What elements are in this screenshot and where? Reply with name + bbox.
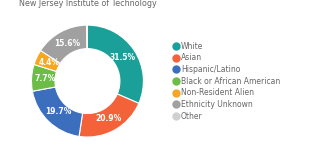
Text: 4.4%: 4.4% [38, 59, 59, 67]
Wedge shape [32, 87, 83, 136]
Text: 15.6%: 15.6% [54, 39, 80, 48]
Title: Ethnic Diversity of Undergraduate Students at
New Jersey Institute of Technology: Ethnic Diversity of Undergraduate Studen… [0, 0, 180, 8]
Wedge shape [31, 64, 57, 91]
Text: 7.7%: 7.7% [34, 74, 56, 83]
Wedge shape [34, 51, 60, 71]
Wedge shape [87, 25, 143, 103]
Text: 19.7%: 19.7% [45, 107, 71, 116]
Wedge shape [79, 94, 139, 137]
Legend: White, Asian, Hispanic/Latino, Black or African American, Non-Resident Alien, Et: White, Asian, Hispanic/Latino, Black or … [172, 40, 282, 122]
Text: 31.5%: 31.5% [110, 53, 136, 62]
Wedge shape [41, 25, 87, 63]
Text: 20.9%: 20.9% [95, 114, 121, 123]
